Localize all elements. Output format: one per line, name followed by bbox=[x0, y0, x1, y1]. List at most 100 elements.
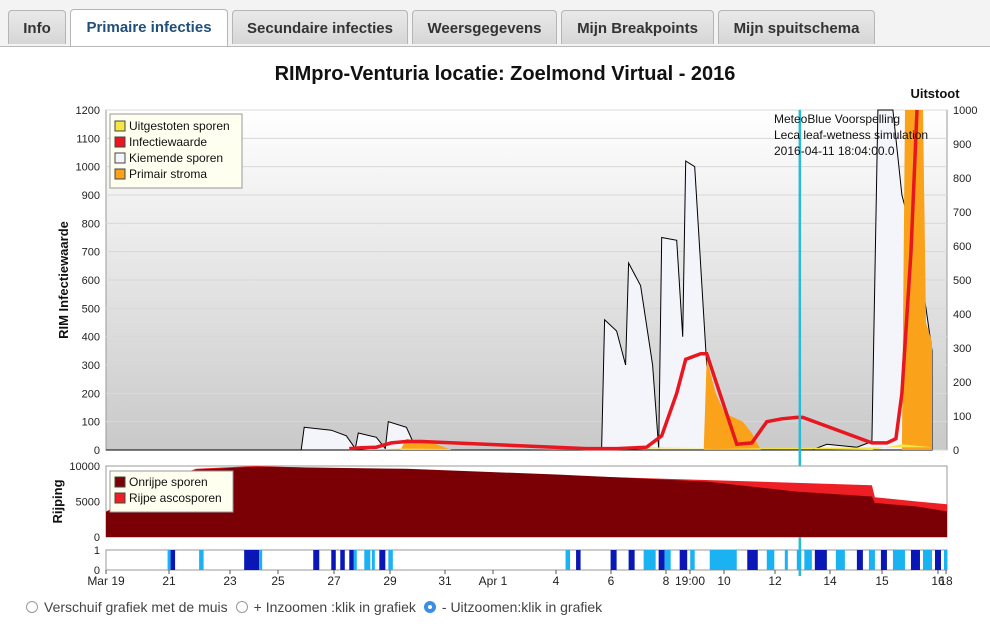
y-tick-label: 300 bbox=[82, 360, 100, 372]
x-tick-label: 19:00 bbox=[675, 574, 705, 588]
y2-tick-label: 300 bbox=[953, 343, 971, 355]
mode-pan-radio[interactable] bbox=[26, 601, 38, 613]
wetness-segment bbox=[835, 550, 845, 570]
wetness-segment bbox=[643, 550, 656, 570]
tab-mijn-breakpoints[interactable]: Mijn Breakpoints bbox=[561, 10, 714, 44]
legend-label: Rijpe ascosporen bbox=[129, 491, 222, 505]
y-tick-label: 1200 bbox=[76, 105, 100, 117]
x-tick-label: 25 bbox=[271, 574, 285, 588]
x-tick-label: Apr 1 bbox=[479, 574, 508, 588]
rijping-legend: Onrijpe sporen Rijpe ascosporen bbox=[109, 470, 234, 513]
main-plot[interactable]: 1200110010009008007006005004003002001000… bbox=[56, 105, 977, 576]
tab-bar: Info Primaire infecties Secundaire infec… bbox=[0, 0, 990, 47]
chart-svg[interactable]: RIMpro-Venturia locatie: Zoelmond Virtua… bbox=[0, 46, 990, 596]
legend-label: Onrijpe sporen bbox=[129, 475, 208, 489]
forecast-label-source: MeteoBlue Voorspelling bbox=[774, 112, 900, 126]
wetness-segment bbox=[167, 550, 171, 570]
x-tick-label: 6 bbox=[608, 574, 615, 588]
y2-tick-label: 100 bbox=[953, 411, 971, 423]
wetness-segment bbox=[313, 550, 320, 570]
wetness-segment bbox=[880, 550, 887, 570]
wetness-segment bbox=[943, 550, 947, 570]
x-tick-label: 18 bbox=[939, 574, 953, 588]
x-tick-label: 14 bbox=[823, 574, 837, 588]
wetness-segment bbox=[679, 550, 688, 570]
y-axis-label: RIM Infectiewaarde bbox=[56, 221, 71, 339]
tab-mijn-spuitschema[interactable]: Mijn spuitschema bbox=[718, 10, 875, 44]
wetness-segment bbox=[340, 550, 345, 570]
chart-panel: RIMpro-Venturia locatie: Zoelmond Virtua… bbox=[0, 46, 990, 636]
wetness-segment bbox=[664, 550, 671, 570]
mode-zoom-in-option[interactable]: + Inzoomen :klik in grafiek bbox=[235, 599, 416, 615]
legend-label: Primair stroma bbox=[129, 167, 207, 181]
wetness-segment bbox=[364, 550, 371, 570]
x-tick-label: 23 bbox=[223, 574, 237, 588]
y-tick-label: 0 bbox=[94, 565, 100, 577]
x-tick-label: 21 bbox=[162, 574, 176, 588]
y-tick-label: 0 bbox=[94, 532, 100, 544]
y-tick-label: 200 bbox=[82, 388, 100, 400]
tab-secundaire-infecties[interactable]: Secundaire infecties bbox=[232, 10, 408, 44]
y-tick-label: 10000 bbox=[69, 461, 100, 473]
wetness-segment bbox=[766, 550, 775, 570]
wetness-segment bbox=[565, 550, 571, 570]
series-infectiewaarde bbox=[349, 109, 919, 451]
x-tick-label: 27 bbox=[327, 574, 341, 588]
y2-tick-label: 900 bbox=[953, 139, 971, 151]
forecast-label-time: 2016-04-11 18:04:00.0 bbox=[774, 144, 895, 158]
x-tick-label: 15 bbox=[875, 574, 889, 588]
tab-weersgegevens[interactable]: Weersgegevens bbox=[412, 10, 557, 44]
x-axis: Mar 19 21 23 25 27 29 31 Apr 1 4 6 8 19:00 10 12 14 15 1… bbox=[87, 570, 953, 588]
wetness-segment bbox=[910, 550, 920, 570]
y2-tick-label: 500 bbox=[953, 275, 971, 287]
chart-mode-controls: Verschuif grafiek met de muis + Inzoomen… bbox=[26, 597, 610, 617]
mode-zoom-out-option[interactable]: - Uitzoomen:klik in grafiek bbox=[423, 599, 603, 615]
wetness-segment bbox=[922, 550, 932, 570]
wetness-segment bbox=[371, 550, 375, 570]
y2-tick-label: 600 bbox=[953, 241, 971, 253]
wetness-segment bbox=[690, 550, 695, 570]
tab-info[interactable]: Info bbox=[8, 10, 66, 44]
legend-swatch bbox=[114, 492, 126, 504]
leaf-wetness-strip[interactable]: 10 bbox=[94, 545, 948, 577]
main-legend: Uitgestoten sporen Infectiewaarde Kiemende… bbox=[109, 113, 243, 189]
legend-swatch bbox=[114, 476, 126, 488]
x-tick-label: 31 bbox=[438, 574, 452, 588]
y-tick-label: 900 bbox=[82, 190, 100, 202]
mode-zoom-out-radio[interactable] bbox=[423, 601, 436, 613]
legend-label: Kiemende sporen bbox=[129, 151, 223, 165]
y2-tick-label: 700 bbox=[953, 207, 971, 219]
x-tick-label: 29 bbox=[383, 574, 397, 588]
tab-primaire-infecties[interactable]: Primaire infecties bbox=[70, 9, 228, 46]
mode-zoom-out-label: - Uitzoomen:klik in grafiek bbox=[441, 599, 603, 615]
legend-swatch bbox=[114, 136, 126, 148]
chart-title: RIMpro-Venturia locatie: Zoelmond Virtua… bbox=[275, 63, 736, 85]
wetness-segment bbox=[199, 550, 204, 570]
mode-pan-option[interactable]: Verschuif grafiek met de muis bbox=[26, 599, 228, 615]
wetness-segment bbox=[796, 550, 802, 570]
y-tick-label: 800 bbox=[82, 218, 100, 230]
mode-zoom-in-radio[interactable] bbox=[235, 601, 248, 613]
y-tick-label: 1 bbox=[94, 545, 100, 557]
legend-swatch bbox=[114, 120, 126, 132]
wetness-segment bbox=[747, 550, 758, 570]
y-tick-label: 500 bbox=[82, 303, 100, 315]
wetness-segment bbox=[353, 550, 357, 570]
wetness-segment bbox=[892, 550, 905, 570]
wetness-segment bbox=[331, 550, 336, 570]
series-kiemende-sporen bbox=[106, 109, 933, 451]
y2-tick-label: 400 bbox=[953, 309, 971, 321]
x-tick-label: 8 bbox=[663, 574, 670, 588]
wetness-segment bbox=[388, 550, 393, 570]
legend-label: Infectiewaarde bbox=[129, 135, 207, 149]
wetness-segment bbox=[349, 550, 354, 570]
wetness-segment bbox=[784, 550, 788, 570]
rijping-plot[interactable]: 10000 5000 0 Rijping Onrijpe sporen Rijpe asc… bbox=[50, 461, 948, 544]
x-tick-label: 16 bbox=[931, 574, 945, 588]
wetness-segment bbox=[814, 550, 827, 570]
wetness-segment bbox=[610, 550, 617, 570]
y-tick-label: 0 bbox=[94, 445, 100, 457]
mode-pan-label: Verschuif grafiek met de muis bbox=[44, 599, 228, 615]
x-tick-label: 10 bbox=[717, 574, 731, 588]
y-tick-label: 1000 bbox=[76, 162, 100, 174]
